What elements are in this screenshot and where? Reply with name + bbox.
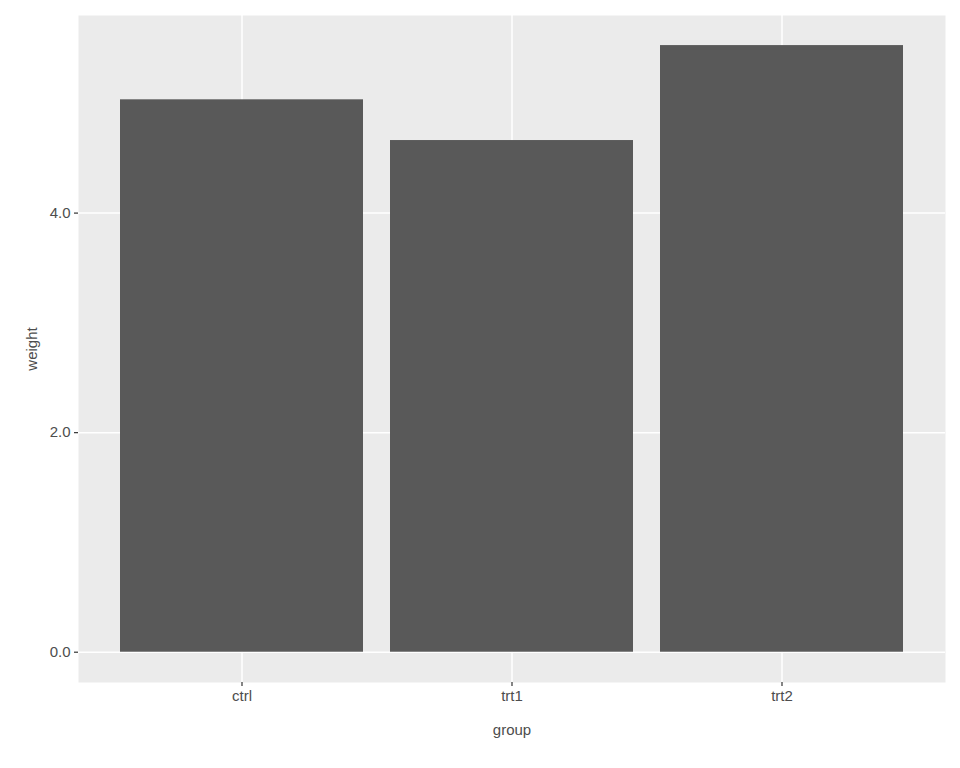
svg-text:trt1: trt1 xyxy=(501,687,523,704)
svg-text:group: group xyxy=(493,721,531,738)
svg-text:2.0: 2.0 xyxy=(50,423,71,440)
svg-text:weight: weight xyxy=(23,326,40,371)
svg-text:trt2: trt2 xyxy=(771,687,793,704)
svg-text:ctrl: ctrl xyxy=(232,687,252,704)
svg-text:4.0: 4.0 xyxy=(50,204,71,221)
svg-text:0.0: 0.0 xyxy=(50,643,71,660)
